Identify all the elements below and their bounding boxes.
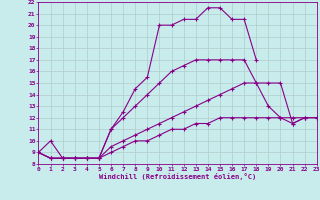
X-axis label: Windchill (Refroidissement éolien,°C): Windchill (Refroidissement éolien,°C) — [99, 173, 256, 180]
